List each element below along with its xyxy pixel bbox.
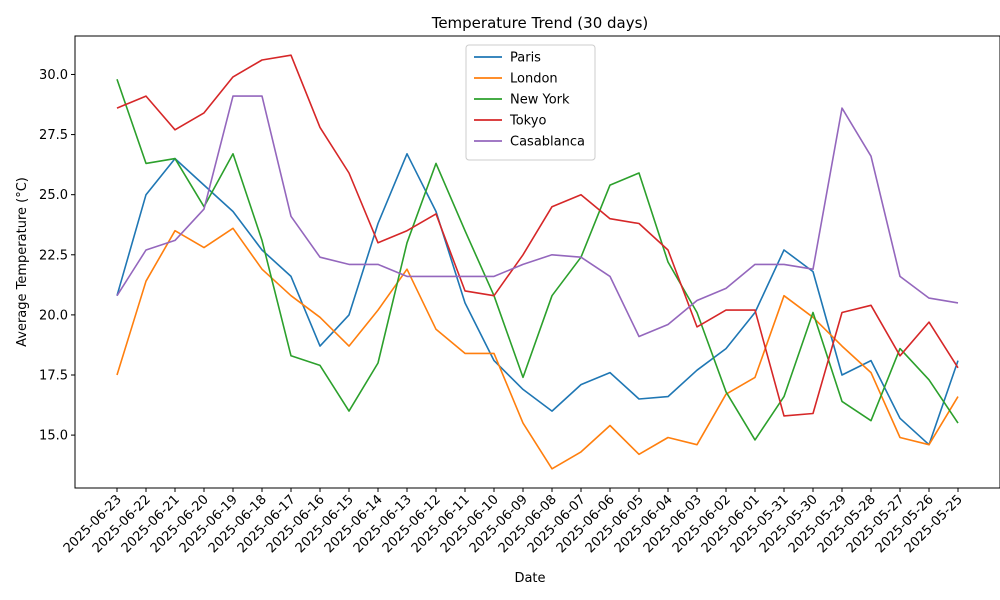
series-line-new-york — [116, 79, 959, 441]
y-axis-title: Average Temperature (°C) — [15, 177, 30, 347]
y-tick-label: 17.5 — [39, 369, 68, 384]
y-tick-label: 25.0 — [39, 188, 68, 203]
chart-title: Temperature Trend (30 days) — [431, 14, 649, 32]
y-tick-label: 20.0 — [39, 308, 68, 323]
plot-area-frame — [74, 35, 1000, 489]
series-lines — [116, 54, 959, 470]
legend: Paris London New York Tokyo Casablanca — [465, 44, 596, 161]
series-line-tokyo — [116, 54, 959, 417]
y-tick-label: 30.0 — [39, 68, 68, 83]
x-axis-title: Date — [514, 571, 545, 586]
series-line-london — [116, 227, 959, 470]
legend-label: London — [510, 72, 558, 87]
y-tick-label: 27.5 — [39, 128, 68, 143]
series-line-paris — [116, 153, 959, 446]
legend-label: Paris — [510, 51, 541, 66]
y-tick-label: 15.0 — [39, 429, 68, 444]
x-axis: 2025-06-232025-06-222025-06-212025-06-20… — [61, 488, 966, 556]
y-tick-label: 22.5 — [39, 248, 68, 263]
series-line-casablanca — [116, 95, 959, 338]
legend-label: Tokyo — [509, 114, 546, 129]
legend-box — [465, 44, 596, 161]
legend-label: New York — [510, 93, 570, 108]
y-axis: 15.0 17.5 20.0 22.5 25.0 27.5 30.0 — [39, 68, 75, 444]
legend-label: Casablanca — [510, 135, 585, 150]
